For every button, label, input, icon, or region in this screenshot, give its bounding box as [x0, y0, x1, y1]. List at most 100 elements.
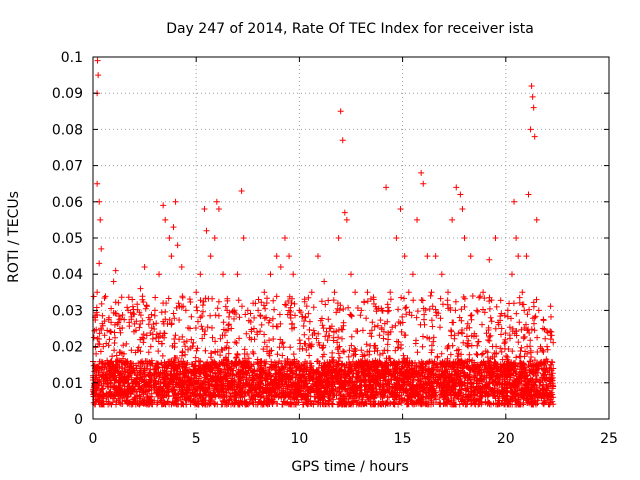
data-point	[267, 271, 274, 278]
data-point	[428, 289, 435, 296]
data-point	[486, 256, 493, 263]
data-point	[244, 307, 251, 314]
data-point	[170, 224, 177, 231]
data-point	[151, 307, 158, 314]
data-point	[290, 271, 297, 278]
data-point	[519, 289, 526, 296]
y-tick-label: 0.03	[52, 303, 83, 319]
y-tick-label: 0.08	[52, 122, 83, 138]
data-point	[97, 216, 104, 223]
data-point	[331, 289, 338, 296]
data-point	[255, 307, 262, 314]
data-point	[321, 278, 328, 285]
data-point	[314, 253, 321, 260]
data-point	[281, 235, 288, 241]
data-point	[197, 271, 204, 278]
data-point	[397, 206, 404, 213]
chart-title: Day 247 of 2014, Rate Of TEC Index for r…	[166, 21, 534, 37]
data-point	[378, 307, 385, 314]
data-point	[530, 104, 537, 111]
data-point	[162, 216, 169, 223]
data-point	[96, 260, 103, 267]
data-point	[337, 108, 344, 115]
data-point	[387, 289, 394, 296]
data-point	[515, 253, 522, 260]
data-point	[533, 216, 540, 223]
data-point	[168, 253, 175, 260]
data-point	[445, 289, 452, 296]
data-point	[166, 235, 173, 241]
data-point	[137, 285, 144, 292]
data-point	[133, 318, 140, 325]
data-point	[207, 253, 214, 260]
data-point	[527, 126, 534, 133]
y-tick-label: 0.09	[52, 86, 83, 102]
x-axis-label: GPS time / hours	[291, 459, 408, 475]
data-point	[93, 350, 100, 357]
data-points	[92, 57, 555, 379]
y-tick-label: 0.04	[52, 267, 83, 283]
data-point	[193, 289, 200, 296]
data-point	[110, 278, 117, 285]
data-point	[449, 216, 456, 223]
data-point	[480, 289, 487, 296]
data-point	[352, 289, 359, 296]
data-point	[467, 253, 474, 260]
dense-marker-cloud	[90, 292, 557, 408]
data-point	[174, 242, 181, 249]
data-point	[424, 253, 431, 260]
data-point	[100, 343, 107, 350]
data-point	[106, 336, 113, 343]
data-point	[348, 271, 354, 278]
data-point	[341, 209, 348, 216]
data-point	[296, 307, 303, 314]
data-point	[438, 271, 445, 278]
data-point	[94, 289, 101, 296]
data-point	[508, 271, 515, 278]
y-tick-label: 0	[74, 412, 83, 428]
data-point	[358, 307, 365, 314]
y-tick-label: 0.01	[52, 376, 83, 392]
data-point	[187, 325, 194, 332]
data-point	[405, 289, 412, 296]
data-point	[286, 253, 293, 260]
data-point	[453, 184, 460, 191]
data-point	[544, 343, 551, 350]
dense-data-band	[90, 292, 557, 408]
data-point	[548, 361, 555, 368]
data-point	[129, 296, 136, 303]
data-point	[240, 235, 247, 241]
data-point	[523, 253, 530, 260]
x-tick-label: 0	[89, 431, 98, 447]
data-point	[383, 184, 390, 191]
data-point	[302, 314, 309, 321]
data-point	[178, 263, 185, 270]
data-point	[498, 325, 505, 332]
data-point	[273, 253, 280, 260]
data-point	[213, 198, 220, 205]
data-point	[364, 289, 371, 296]
data-point	[393, 235, 400, 241]
data-point	[141, 263, 148, 270]
data-point	[401, 253, 408, 260]
y-tick-label: 0.05	[52, 231, 83, 247]
data-point	[238, 187, 245, 194]
data-point	[525, 191, 532, 198]
data-point	[156, 271, 163, 278]
data-point	[277, 263, 284, 270]
data-point	[172, 198, 179, 205]
data-point	[432, 253, 439, 260]
y-tick-label: 0.06	[52, 195, 83, 211]
y-tick-label: 0.02	[52, 340, 83, 356]
y-axis-ticks: 0 0.01 0.02 0.03 0.04 0.05 0.06 0.07 0.08 0.09 0.1	[52, 50, 609, 428]
data-point	[120, 350, 127, 357]
data-point	[473, 307, 480, 314]
data-point	[457, 191, 464, 198]
data-point	[511, 198, 518, 205]
grid-lines	[93, 57, 609, 419]
data-point	[539, 325, 546, 332]
data-point	[308, 289, 315, 296]
data-point	[98, 245, 105, 252]
data-point	[343, 216, 350, 223]
data-point	[420, 180, 427, 187]
